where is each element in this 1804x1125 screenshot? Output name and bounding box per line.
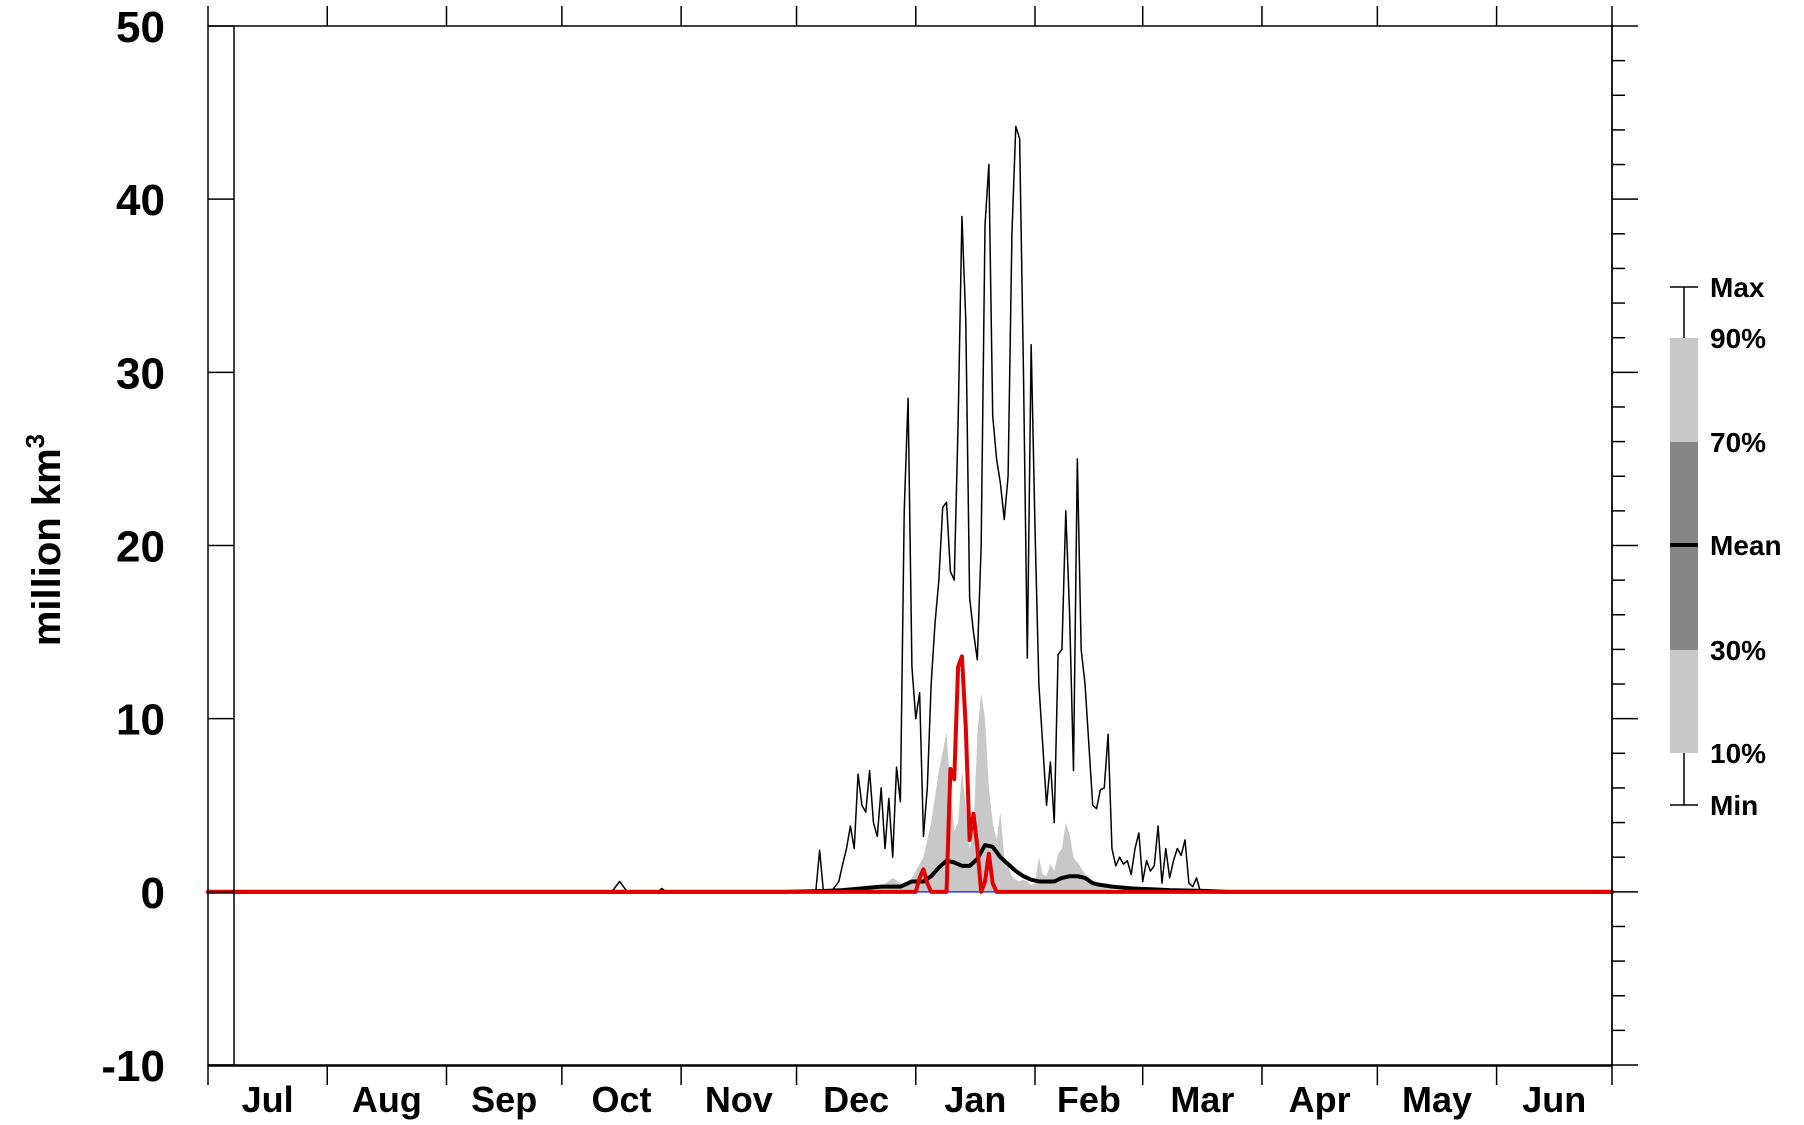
y-tick-label: 10 xyxy=(116,696,165,745)
x-tick-label-aug: Aug xyxy=(352,1079,422,1120)
y-axis-label: million km3 xyxy=(20,434,69,646)
legend-label-p30: 30% xyxy=(1710,635,1766,666)
x-tick-label-mar: Mar xyxy=(1170,1079,1234,1120)
series-mean-line xyxy=(206,843,1614,894)
x-tick-label-oct: Oct xyxy=(591,1079,651,1120)
x-tick-label-jul: Jul xyxy=(242,1079,294,1120)
y-axis-label-superscript: 3 xyxy=(20,434,50,448)
legend-label-p90: 90% xyxy=(1710,323,1766,354)
x-tick-label-sep: Sep xyxy=(471,1079,537,1120)
x-tick-label-dec: Dec xyxy=(823,1079,889,1120)
series-current-line xyxy=(206,654,1614,894)
legend-band-10-30 xyxy=(1670,650,1698,753)
y-tick-label: 50 xyxy=(116,3,165,52)
x-tick-label-jun: Jun xyxy=(1522,1079,1586,1120)
y-tick-label: -10 xyxy=(101,1042,165,1091)
y-tick-label: 40 xyxy=(116,176,165,225)
series-max-line xyxy=(207,125,1613,893)
legend-label-max: Max xyxy=(1710,272,1765,303)
x-tick-label-feb: Feb xyxy=(1057,1079,1121,1120)
x-tick-label-nov: Nov xyxy=(705,1079,773,1120)
legend: Max 90% 70% Mean 30% 10% Min xyxy=(1670,272,1782,821)
x-tick-label-jan: Jan xyxy=(944,1079,1006,1120)
x-tick-label-may: May xyxy=(1402,1079,1472,1120)
legend-label-p10: 10% xyxy=(1710,738,1766,769)
y-tick-label: 20 xyxy=(116,523,165,572)
series-p90-band xyxy=(208,692,1612,892)
y-tick-label: 0 xyxy=(141,869,165,918)
plot-area: -10 0 10 20 30 40 50 Jul Aug Sep Oct Nov Dec Jan Feb Ma… xyxy=(101,3,1638,1120)
x-tick-label-apr: Apr xyxy=(1289,1079,1351,1120)
y-axis-label-text: million km xyxy=(25,448,69,646)
legend-band-70-90 xyxy=(1670,338,1698,442)
legend-label-min: Min xyxy=(1710,790,1758,821)
y-tick-label: 30 xyxy=(116,349,165,398)
legend-label-p70: 70% xyxy=(1710,427,1766,458)
legend-label-mean: Mean xyxy=(1710,530,1782,561)
